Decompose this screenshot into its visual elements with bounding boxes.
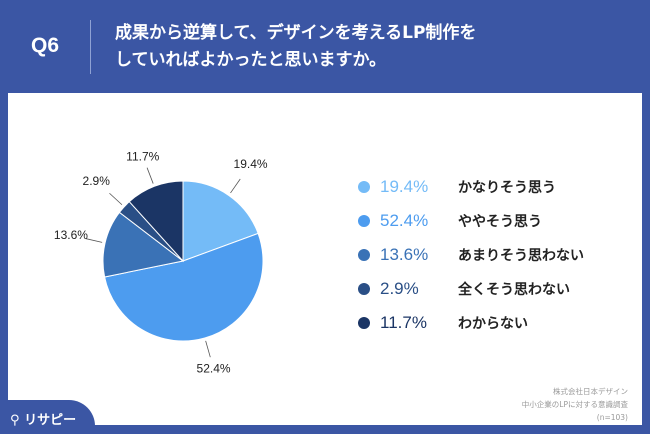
legend-percent: 13.6% <box>380 245 429 264</box>
source-note: 株式会社日本デザイン 中小企業のLPに対する意識調査 (n=103) <box>522 385 628 424</box>
legend-percent: 19.4% <box>380 177 429 196</box>
legend-percent: 2.9% <box>380 279 419 298</box>
pin-icon: ⚲ <box>10 413 20 428</box>
title-line-1: 成果から逆算して、デザインを考えるLP制作を <box>115 23 477 43</box>
source-line-1: 株式会社日本デザイン <box>553 387 628 396</box>
leader-line <box>109 192 123 206</box>
legend-label: あまりそう思わない <box>458 248 584 264</box>
data-label: 11.7% <box>126 149 159 163</box>
pie-slice <box>182 180 259 262</box>
legend-label: かなりそう思う <box>458 180 556 196</box>
legend-label: 全くそう思わない <box>458 282 570 298</box>
pie-slice <box>104 232 264 342</box>
leader-line <box>85 238 103 243</box>
legend-item: 11.7% わからない <box>358 306 584 340</box>
leader-line <box>205 340 211 358</box>
source-line-2: 中小企業のLPに対する意識調査 <box>521 400 628 409</box>
data-label: 13.6% <box>54 228 88 242</box>
leader-line <box>230 178 241 194</box>
divider <box>90 20 91 74</box>
legend-percent: 52.4% <box>380 211 429 230</box>
data-label: 2.9% <box>83 174 111 188</box>
legend-swatch <box>358 215 370 227</box>
logo-tab: ⚲ リサピー <box>0 400 95 434</box>
logo-text: リサピー <box>24 413 77 428</box>
pie-slice <box>128 180 184 263</box>
leader-line <box>146 167 154 184</box>
legend-swatch <box>358 283 370 295</box>
question-title: 成果から逆算して、デザインを考えるLP制作を していればよかったと思いますか。 <box>115 20 635 74</box>
title-line-2: していればよかったと思いますか。 <box>115 50 387 70</box>
legend-item: 13.6% あまりそう思わない <box>358 238 584 272</box>
legend-percent: 11.7% <box>380 313 427 332</box>
data-label: 19.4% <box>234 157 268 171</box>
legend-item: 19.4% かなりそう思う <box>358 170 584 204</box>
legend-swatch <box>358 181 370 193</box>
legend-swatch <box>358 317 370 329</box>
data-label: 52.4% <box>197 362 231 376</box>
legend-item: 2.9% 全くそう思わない <box>358 272 584 306</box>
source-line-3: (n=103) <box>596 413 628 422</box>
legend-label: ややそう思う <box>458 214 542 230</box>
logo: ⚲ リサピー <box>10 409 76 428</box>
question-number: Q6 <box>31 34 60 57</box>
legend-item: 52.4% ややそう思う <box>358 204 584 238</box>
legend: 19.4% かなりそう思う 52.4% ややそう思う 13.6% あまりそう思わない 2.9… <box>358 170 584 340</box>
legend-swatch <box>358 249 370 261</box>
pie-slice <box>102 211 185 278</box>
legend-label: わからない <box>458 316 528 332</box>
